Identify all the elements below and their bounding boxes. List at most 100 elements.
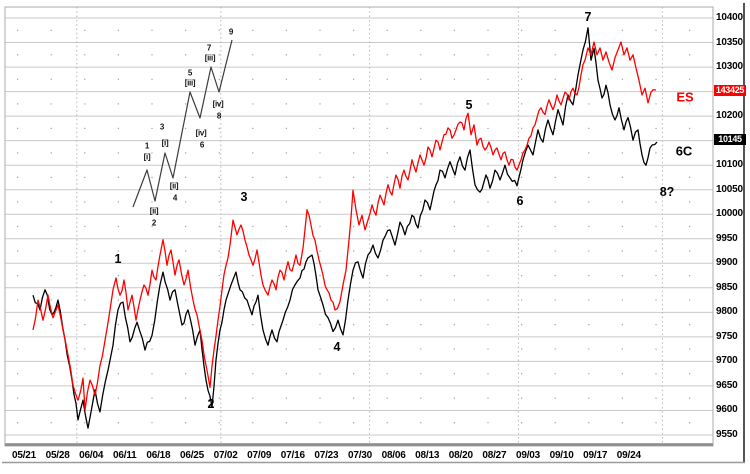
grid-dot bbox=[252, 225, 254, 228]
grid-dot bbox=[487, 103, 489, 105]
grid-dot bbox=[218, 299, 220, 301]
grid-dot bbox=[420, 225, 422, 228]
grid-dot bbox=[487, 397, 489, 399]
grid-dot bbox=[285, 29, 287, 31]
grid-dot bbox=[319, 201, 321, 203]
roadmap-line bbox=[132, 39, 233, 208]
grid-dot bbox=[50, 373, 52, 375]
grid-dot bbox=[386, 201, 388, 203]
grid-dot bbox=[285, 201, 287, 203]
roadmap-label: [ii] bbox=[169, 181, 179, 191]
wave-label: 6 bbox=[516, 194, 524, 208]
x-axis-label: 06/25 bbox=[179, 450, 205, 461]
grid-dot bbox=[588, 127, 590, 129]
grid-dot bbox=[117, 324, 119, 326]
x-axis-label: 07/30 bbox=[347, 450, 373, 461]
y-axis-label: 9750 bbox=[716, 330, 738, 342]
grid-dot bbox=[84, 103, 86, 105]
grid-dot bbox=[185, 78, 187, 80]
grid-dot bbox=[50, 176, 52, 178]
es-series-line bbox=[32, 41, 657, 411]
grid-dot bbox=[185, 225, 187, 228]
grid-dot bbox=[655, 29, 657, 31]
roadmap-label: 2 bbox=[151, 218, 157, 228]
grid-dot bbox=[588, 54, 590, 56]
grid-dot bbox=[487, 54, 489, 56]
grid-dot bbox=[621, 324, 623, 326]
y-axis-label: 9650 bbox=[716, 379, 738, 391]
x-axis-label: 05/21 bbox=[11, 450, 37, 461]
grid-dot bbox=[285, 275, 287, 277]
grid-dot bbox=[252, 176, 254, 178]
grid-dot bbox=[487, 201, 489, 203]
grid-dot bbox=[689, 152, 691, 154]
y-axis-label: 9600 bbox=[716, 404, 738, 416]
wave-label: 3 bbox=[240, 190, 248, 204]
grid-dot bbox=[487, 373, 489, 375]
grid-dot bbox=[386, 275, 388, 277]
grid-dot bbox=[185, 176, 187, 178]
roadmap-label: 5 bbox=[187, 68, 193, 78]
grid-dot bbox=[218, 29, 220, 31]
x-axis-bar bbox=[5, 443, 713, 446]
grid-dot bbox=[252, 299, 254, 301]
grid-dot bbox=[621, 225, 623, 228]
roadmap-label: 3 bbox=[159, 122, 165, 132]
grid-dot bbox=[554, 275, 556, 277]
y-axis-label: 10100 bbox=[716, 159, 743, 171]
grid-dot bbox=[151, 275, 153, 277]
grid-dot bbox=[117, 373, 119, 375]
grid-dot bbox=[689, 422, 691, 424]
grid-dot bbox=[621, 397, 623, 399]
grid-dot bbox=[252, 324, 254, 326]
grid-dot bbox=[218, 103, 220, 105]
grid-dot bbox=[17, 29, 19, 31]
grid-dot bbox=[117, 78, 119, 80]
grid-dot bbox=[17, 152, 19, 154]
grid-dot bbox=[252, 348, 254, 350]
grid-dot bbox=[17, 422, 19, 424]
grid-dot bbox=[689, 103, 691, 105]
grid-dot bbox=[453, 397, 455, 399]
grid-dot bbox=[621, 201, 623, 203]
grid-dot bbox=[185, 103, 187, 105]
grid-dot bbox=[655, 103, 657, 105]
grid-dot bbox=[50, 54, 52, 56]
grid-dot bbox=[117, 422, 119, 424]
grid-dot bbox=[353, 397, 355, 399]
grid-dot bbox=[521, 397, 523, 399]
grid-dot bbox=[17, 324, 19, 326]
grid-dot bbox=[453, 348, 455, 350]
es-price-badge: 143425 bbox=[714, 85, 746, 97]
grid-dot bbox=[117, 299, 119, 301]
grid-dot bbox=[453, 103, 455, 105]
grid-dot bbox=[17, 397, 19, 399]
roadmap-label: 9 bbox=[228, 27, 234, 37]
grid-dot bbox=[487, 225, 489, 228]
grid-dot bbox=[521, 373, 523, 375]
grid-dot bbox=[621, 152, 623, 154]
grid-dot bbox=[554, 250, 556, 252]
grid-dot bbox=[521, 201, 523, 203]
grid-dot bbox=[689, 348, 691, 350]
grid-dot bbox=[453, 152, 455, 154]
grid-dot bbox=[84, 324, 86, 326]
grid-dot bbox=[655, 348, 657, 350]
grid-dot bbox=[218, 348, 220, 350]
grid-dot bbox=[588, 397, 590, 399]
grid-dot bbox=[554, 152, 556, 154]
grid-dot bbox=[689, 201, 691, 203]
grid-dot bbox=[117, 201, 119, 203]
grid-dot bbox=[218, 373, 220, 375]
grid-dot bbox=[386, 176, 388, 178]
grid-dot bbox=[185, 348, 187, 350]
grid-dot bbox=[285, 397, 287, 399]
grid-dot bbox=[487, 348, 489, 350]
grid-dot bbox=[386, 373, 388, 375]
grid-dot bbox=[353, 250, 355, 252]
grid-dot bbox=[353, 348, 355, 350]
grid-dot bbox=[487, 29, 489, 31]
grid-dot bbox=[420, 397, 422, 399]
grid-dot bbox=[487, 152, 489, 154]
